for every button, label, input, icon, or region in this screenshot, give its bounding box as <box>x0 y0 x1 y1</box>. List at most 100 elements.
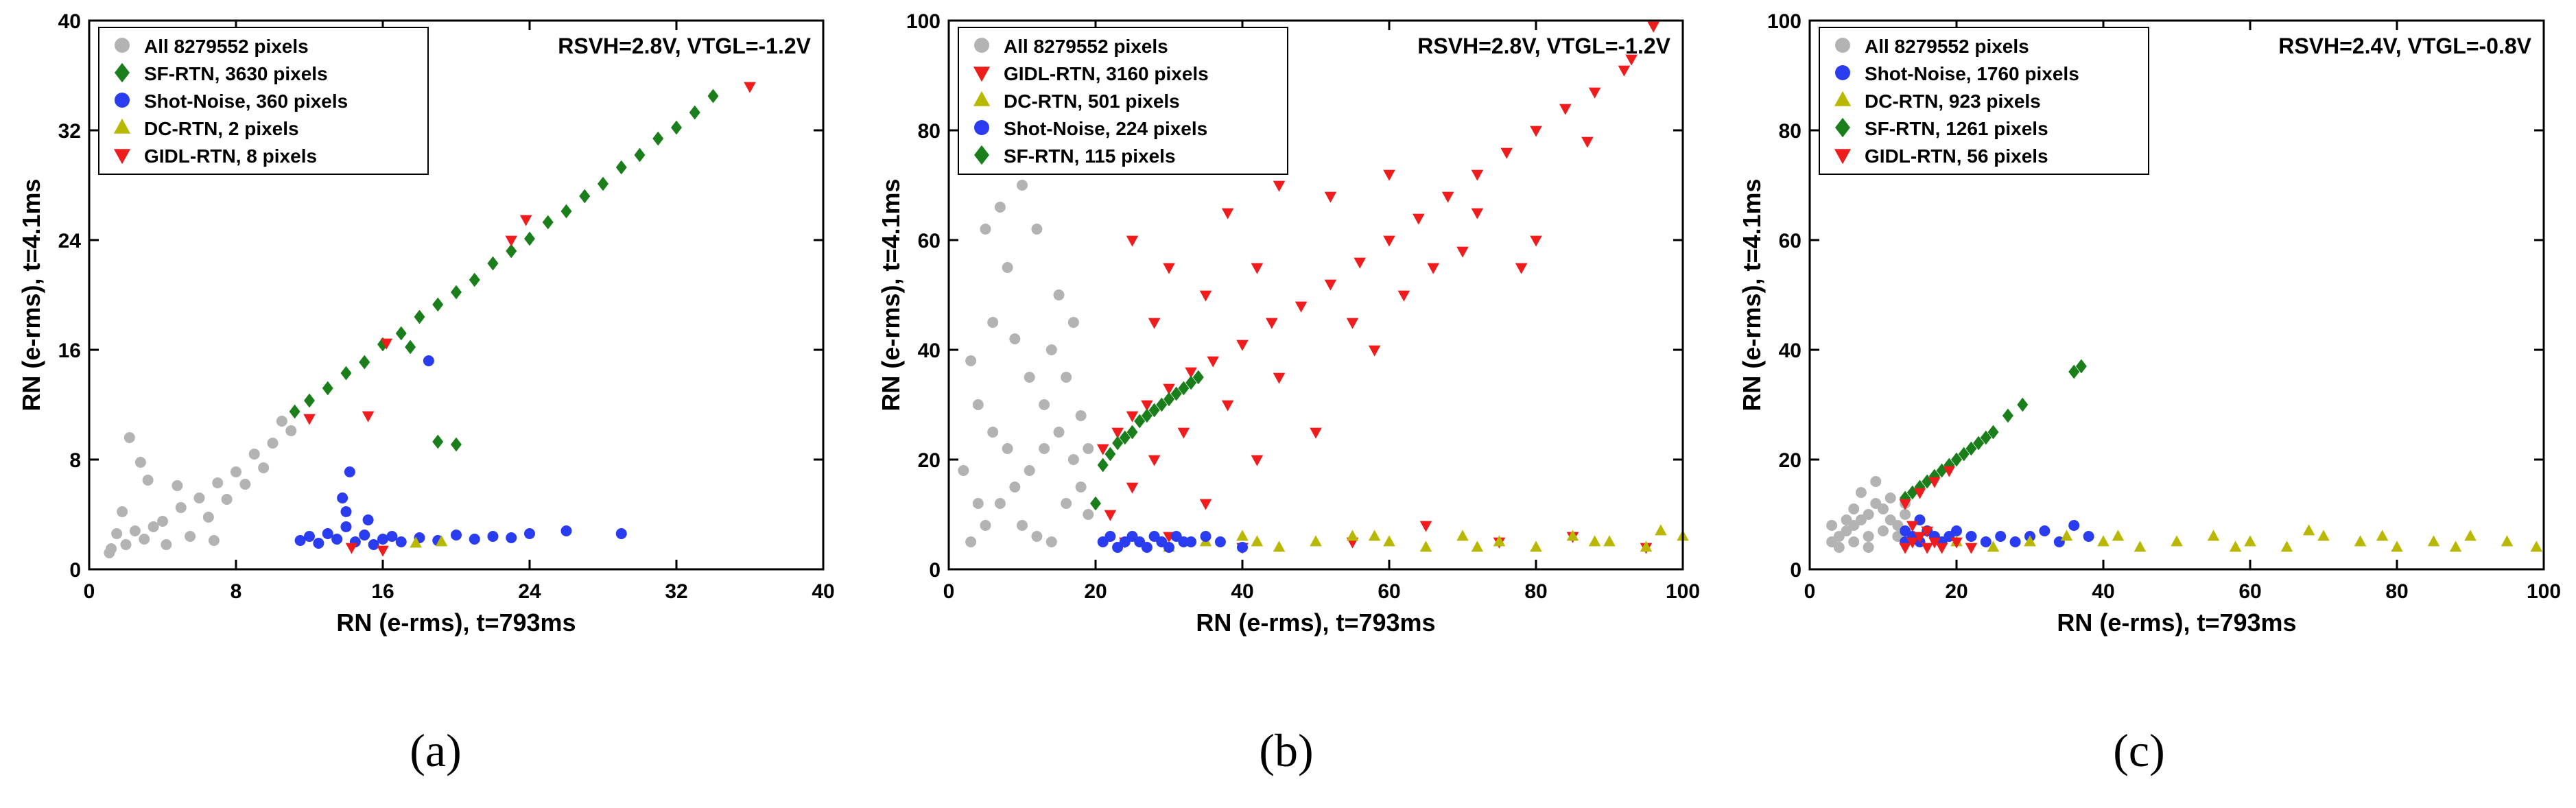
data-point-series-0 <box>276 416 287 427</box>
data-point-series-0 <box>1017 180 1028 191</box>
data-point-series-2 <box>322 528 333 539</box>
data-point-series-2 <box>1640 540 1653 552</box>
data-point-series-1 <box>1273 372 1286 384</box>
data-point-series-2 <box>1310 535 1322 547</box>
data-point-series-4 <box>1119 430 1131 445</box>
data-point-series-4 <box>1141 408 1153 423</box>
data-point-series-3 <box>1104 531 1116 542</box>
data-point-series-4 <box>1913 488 1926 499</box>
data-point-series-2 <box>1588 535 1601 547</box>
data-point-series-1 <box>1441 191 1454 203</box>
data-point-series-2 <box>423 355 434 366</box>
data-point-series-0 <box>193 492 205 503</box>
data-point-series-0 <box>1863 542 1874 553</box>
data-points <box>104 82 756 558</box>
data-point-series-0 <box>1841 514 1852 525</box>
data-point-series-1 <box>1647 21 1659 33</box>
legend-marker <box>974 38 989 53</box>
data-point-series-0 <box>1075 482 1087 492</box>
data-point-series-0 <box>1024 372 1035 383</box>
data-point-series-2 <box>615 528 627 539</box>
data-point-series-2 <box>2134 540 2147 552</box>
data-point-series-4 <box>1170 386 1182 401</box>
data-point-series-0 <box>258 462 270 473</box>
data-point-series-2 <box>469 534 480 545</box>
legend-entry: DC-RTN, 923 pixels <box>1865 91 2041 112</box>
data-point-series-0 <box>1031 531 1043 542</box>
legend-entry: GIDL-RTN, 8 pixels <box>144 145 317 167</box>
data-point-series-2 <box>359 530 370 540</box>
y-axis-label: RN (e-rms), t=4.1ms <box>877 178 905 411</box>
data-point-series-2 <box>451 530 462 540</box>
data-point-series-0 <box>134 457 146 468</box>
legend-marker <box>973 91 991 106</box>
data-point-series-2 <box>2501 535 2514 547</box>
data-point-series-3 <box>1185 536 1197 547</box>
x-tick-label: 20 <box>1084 580 1107 603</box>
data-point-series-2 <box>2060 530 2073 541</box>
data-point-series-1 <box>340 366 352 381</box>
data-point-series-1 <box>1346 318 1359 329</box>
data-point-series-0 <box>1031 224 1043 235</box>
legend: All 8279552 pixels SF-RTN, 3630 pixels Sho… <box>98 27 429 175</box>
data-point-series-2 <box>340 521 352 532</box>
data-point-series-0 <box>1083 443 1094 454</box>
data-point-series-0 <box>1884 492 1896 503</box>
data-point-series-0 <box>267 438 279 449</box>
data-point-series-0 <box>994 202 1006 213</box>
data-point-series-0 <box>1067 317 1079 328</box>
data-point-series-0 <box>1024 465 1035 476</box>
data-point-series-0 <box>1826 520 1838 531</box>
data-point-series-2 <box>2097 535 2110 547</box>
data-point-series-0 <box>1045 344 1057 355</box>
legend-marker <box>113 149 131 165</box>
chart-panel-a: 0 8 16 24 32 40 0 8 16 24 32 40 RN (e-rms), t=793ms R… <box>17 10 835 637</box>
legend-entry: Shot-Noise, 1760 pixels <box>1865 63 2079 84</box>
data-point-series-4 <box>1156 397 1168 412</box>
data-point-series-1 <box>1419 521 1432 532</box>
data-point-series-2 <box>2354 535 2367 547</box>
legend: All 8279552 pixels Shot-Noise, 1760 pixel… <box>1819 27 2149 175</box>
y-axis-label: RN (e-rms), t=4.1ms <box>1738 178 1766 411</box>
legend-entry: All 8279552 pixels <box>144 36 309 57</box>
data-point-series-1 <box>1221 208 1234 219</box>
data-point-series-0 <box>161 539 172 550</box>
data-point-series-1 <box>1995 531 2007 542</box>
data-point-series-0 <box>104 547 115 558</box>
data-point-series-1 <box>1500 147 1513 159</box>
y-tick-label: 100 <box>1767 10 1801 33</box>
data-point-series-1 <box>1163 263 1175 274</box>
chart-panel-b: 0 20 40 60 80 100 0 20 40 60 80 100 RN (e-rms), t=79… <box>877 10 1700 637</box>
y-tick-label: 24 <box>58 230 82 252</box>
data-point-series-4 <box>377 545 389 557</box>
data-point-series-2 <box>2449 540 2462 552</box>
data-point-series-0 <box>1002 443 1013 454</box>
data-point-series-1 <box>1625 54 1638 66</box>
legend-entry: Shot-Noise, 360 pixels <box>144 91 348 112</box>
data-point-series-4 <box>1921 526 1933 538</box>
data-point-series-0 <box>1900 509 1911 520</box>
data-point-series-0 <box>111 528 123 539</box>
x-axis-label: RN (e-rms), t=793ms <box>336 608 576 637</box>
data-point-series-1 <box>1980 536 1992 547</box>
data-point-series-1 <box>1104 510 1117 521</box>
data-point-series-0 <box>1848 536 1860 547</box>
data-point-series-0 <box>1870 476 1882 487</box>
data-point-series-2 <box>2317 530 2330 541</box>
x-tick-label: 8 <box>231 580 242 603</box>
data-point-series-1 <box>1383 169 1395 181</box>
y-tick-label: 32 <box>58 120 81 143</box>
data-point-series-0 <box>958 465 969 476</box>
data-point-series-0 <box>980 224 991 235</box>
data-point-series-1 <box>542 215 554 230</box>
data-point-series-4 <box>345 543 358 554</box>
data-point-series-1 <box>1951 525 1962 536</box>
x-tick-label: 40 <box>1231 580 1253 603</box>
chart-panel-c: 0 20 40 60 80 100 0 20 40 60 80 100 RN (e-rms), t=79… <box>1738 10 2561 637</box>
legend-marker <box>115 62 130 83</box>
legend-marker <box>973 67 991 82</box>
data-point-series-4 <box>380 338 393 350</box>
data-point-series-0 <box>248 449 260 460</box>
data-point-series-1 <box>1354 257 1366 269</box>
